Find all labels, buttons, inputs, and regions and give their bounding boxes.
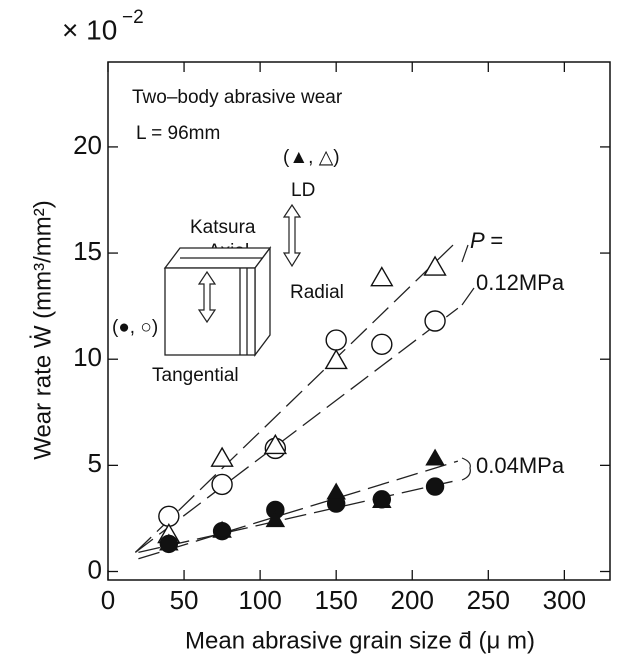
fit-line [134, 307, 459, 553]
y-tick-label: 10 [73, 342, 102, 372]
marker [324, 348, 348, 370]
x-tick-label: 50 [170, 585, 199, 615]
bracket [461, 244, 475, 481]
y-tick-label: 20 [73, 130, 102, 160]
marker [423, 255, 447, 276]
wood-cube [163, 246, 272, 357]
marker [265, 510, 286, 528]
fit-line [138, 479, 459, 554]
annotation: Radial [290, 282, 344, 303]
scale-exponent: −2 [122, 7, 144, 28]
marker [372, 491, 392, 509]
marker [424, 310, 446, 332]
annotation: P = [470, 228, 503, 253]
marker [425, 477, 445, 496]
fit-line [134, 239, 459, 553]
y-axis-label: Wear rate Ẇ (mm³/mm²) [29, 200, 56, 460]
y-tick-label: 0 [88, 554, 102, 584]
annotation: 0.12MPa [476, 270, 565, 295]
direction-arrows [197, 203, 302, 324]
annotation: Tangential [152, 365, 239, 386]
y-tick-label: 5 [88, 448, 102, 478]
annotation: (▲, △) [283, 147, 340, 168]
annotation: LD [291, 180, 315, 201]
x-axis-label: Mean abrasive grain size d̄ (μ m) [185, 627, 535, 654]
annotation: Two–body abrasive wear [132, 87, 343, 108]
marker [263, 433, 287, 455]
plot-frame [107, 61, 611, 581]
marker [371, 333, 393, 356]
marker [425, 448, 445, 466]
x-tick-label: 0 [101, 585, 115, 615]
x-tick-label: 150 [314, 585, 357, 615]
marker [210, 446, 234, 467]
marker [211, 473, 233, 496]
annotation: L = 96mm [136, 123, 220, 144]
marker [325, 329, 347, 351]
marker [212, 520, 232, 538]
fit-line [138, 460, 459, 560]
x-tick-label: 300 [543, 585, 586, 615]
x-tick-label: 100 [238, 585, 281, 615]
annotation: 0.04MPa [476, 453, 565, 478]
x-tick-label: 250 [467, 585, 510, 615]
annotation: (●, ○) [112, 317, 158, 338]
marker [159, 533, 179, 551]
marker [326, 482, 346, 500]
marker [370, 266, 394, 287]
annotation: Katsura [190, 217, 256, 238]
y-tick-label: 15 [73, 236, 102, 266]
scale-label: × 10 [62, 14, 117, 45]
x-tick-label: 200 [391, 585, 434, 615]
